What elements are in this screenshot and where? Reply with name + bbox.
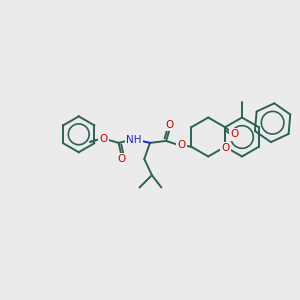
- Text: O: O: [177, 140, 185, 150]
- Text: O: O: [99, 134, 108, 144]
- Text: O: O: [230, 129, 238, 139]
- Text: NH: NH: [126, 135, 142, 145]
- Text: O: O: [221, 143, 230, 153]
- Text: O: O: [117, 154, 126, 164]
- Text: O: O: [166, 120, 174, 130]
